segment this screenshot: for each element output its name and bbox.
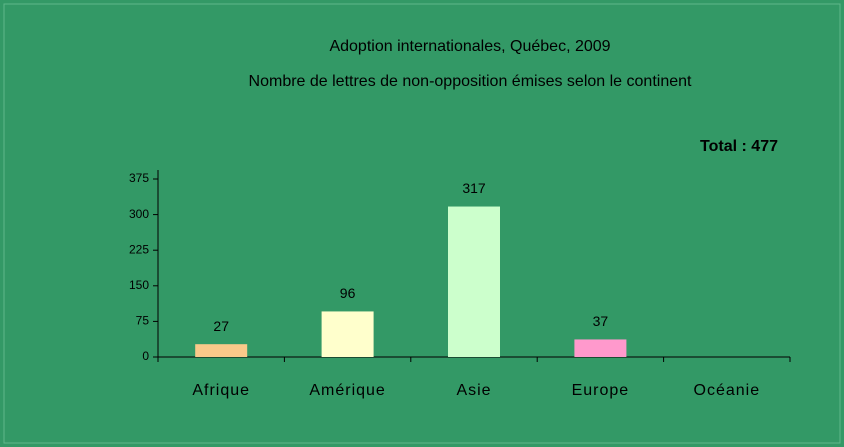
chart-subtitle: Nombre de lettres de non-opposition émis… [249,73,692,90]
x-tick-label: Amérique [309,382,385,399]
y-tick-label: 75 [136,314,150,328]
y-tick-label: 150 [129,278,149,292]
border [3,3,841,444]
y-tick-label: 300 [129,207,149,221]
data-label: 37 [593,313,609,329]
bar [195,344,248,357]
y-tick-label: 225 [129,242,149,256]
data-label: 317 [462,180,486,196]
x-tick-label: Asie [456,382,491,399]
y-tick-label: 0 [142,349,149,363]
y-tick-label: 375 [129,171,149,185]
chart-title: Adoption internationales, Québec, 2009 [329,38,610,55]
data-label: 96 [340,285,356,301]
x-tick-label: Europe [572,382,630,399]
total-annotation: Total : 477 [700,138,778,155]
x-tick-label: Océanie [694,382,761,399]
bar [321,311,374,357]
x-tick-label: Afrique [192,382,250,399]
bar [448,206,500,357]
data-label: 27 [213,318,229,334]
bar [574,339,627,357]
